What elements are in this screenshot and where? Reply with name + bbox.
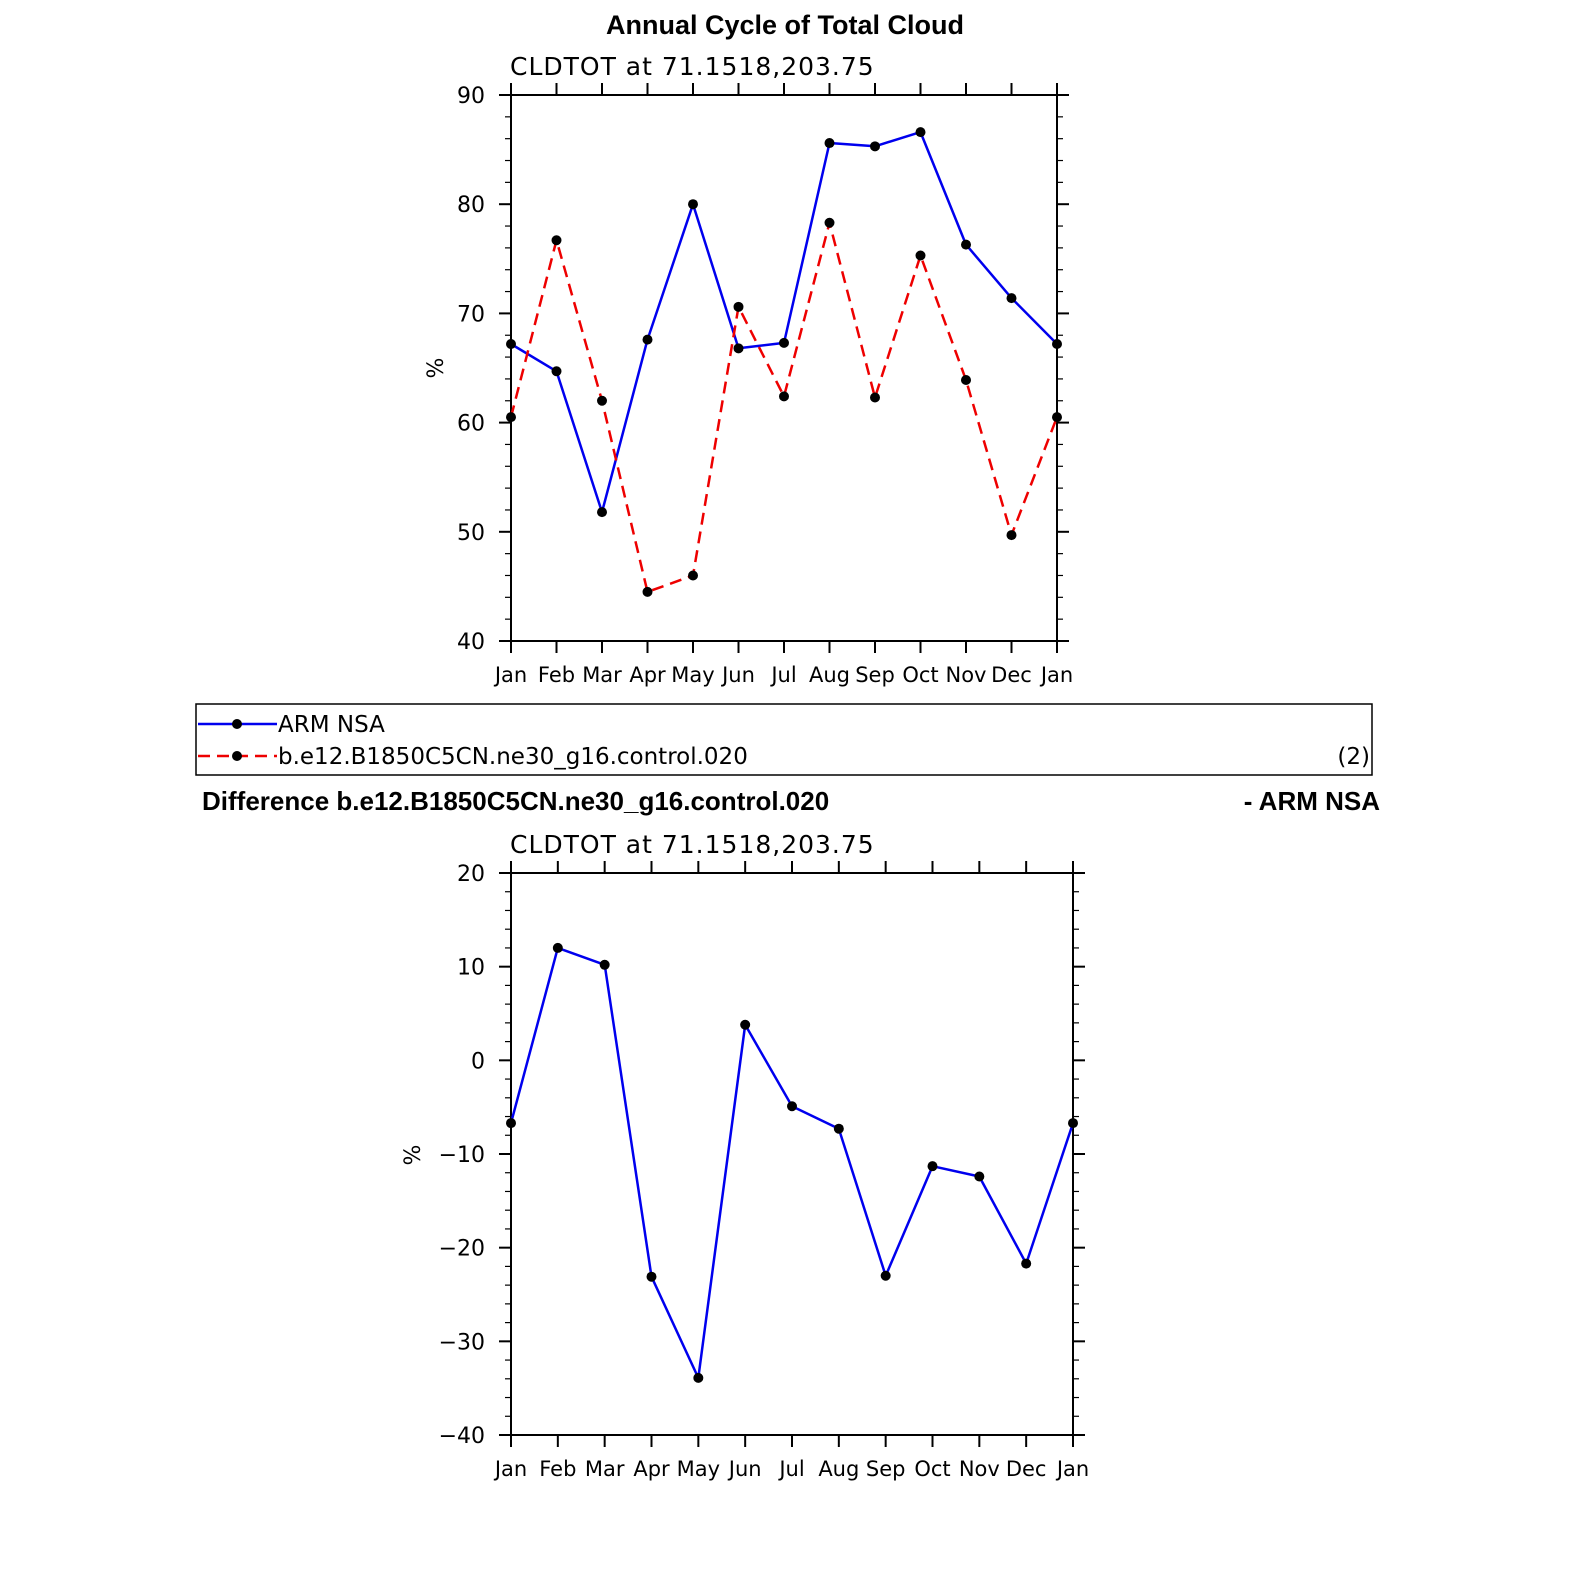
- x-tick-label: Sep: [855, 663, 895, 687]
- y-tick-label: −30: [439, 1330, 485, 1355]
- x-tick-label: May: [671, 663, 714, 687]
- data-point-series-0: [597, 507, 607, 518]
- x-tick-label: Jan: [1055, 1457, 1089, 1481]
- data-point-series-0: [733, 343, 744, 354]
- y-tick-label: 20: [457, 862, 485, 887]
- data-point-series-1: [870, 392, 880, 403]
- legend-marker-model: [232, 751, 242, 761]
- series-line-0: [509, 946, 1075, 1380]
- y-tick-label: −40: [439, 1424, 485, 1449]
- plot-frame: [510, 872, 1074, 1436]
- data-point-series-1: [506, 412, 516, 423]
- data-point-series-1: [779, 391, 789, 402]
- data-point-series-0: [506, 1118, 516, 1129]
- chart-subtitle: CLDTOT at 71.1518,203.75: [510, 52, 875, 81]
- y-axis-label: %: [424, 358, 449, 379]
- x-tick-label: Jan: [493, 663, 527, 687]
- data-point-series-0: [506, 338, 516, 349]
- data-point-series-0: [642, 334, 653, 345]
- legend-label-arm-nsa: ARM NSA: [278, 712, 385, 738]
- series-line-1: [509, 221, 1059, 594]
- data-point-series-0: [833, 1123, 844, 1134]
- x-tick-label: Jan: [1039, 663, 1073, 687]
- y-tick-label: 90: [457, 84, 485, 109]
- x-tick-label: Feb: [538, 663, 575, 687]
- data-point-series-0: [552, 942, 563, 953]
- x-tick-label: Mar: [585, 1457, 625, 1481]
- x-tick-label: Jun: [720, 663, 755, 687]
- y-tick-label: 60: [457, 412, 485, 437]
- data-point-series-1: [642, 586, 653, 597]
- data-point-series-0: [1068, 1118, 1078, 1129]
- data-point-series-0: [915, 127, 926, 138]
- data-point-series-0: [870, 141, 880, 152]
- x-tick-label: Dec: [991, 663, 1032, 687]
- y-tick-label: 70: [457, 302, 485, 327]
- data-point-series-0: [927, 1161, 938, 1172]
- x-tick-label: Jul: [769, 663, 796, 687]
- y-tick-label: 0: [471, 1049, 485, 1074]
- x-tick-label: Nov: [946, 663, 987, 687]
- data-point-series-1: [1052, 412, 1062, 423]
- legend-label-model: b.e12.B1850C5CN.ne30_g16.control.020: [278, 744, 748, 770]
- x-tick-label: Mar: [582, 663, 622, 687]
- y-tick-label: −10: [439, 1143, 485, 1168]
- panel-label: (2): [1337, 744, 1370, 770]
- x-tick-label: Oct: [914, 1457, 950, 1481]
- data-point-series-0: [787, 1101, 797, 1112]
- y-tick-label: 10: [457, 956, 485, 981]
- difference-title-suffix: - ARM NSA: [1244, 786, 1380, 816]
- data-point-series-1: [688, 570, 698, 581]
- data-point-series-0: [551, 366, 562, 377]
- data-point-series-0: [1006, 293, 1017, 304]
- difference-title: Difference b.e12.B1850C5CN.ne30_g16.cont…: [202, 786, 829, 816]
- x-tick-label: Jun: [727, 1457, 762, 1481]
- data-point-series-0: [974, 1171, 985, 1182]
- x-tick-label: May: [677, 1457, 720, 1481]
- x-tick-label: Jul: [777, 1457, 804, 1481]
- data-point-series-0: [1052, 338, 1062, 349]
- data-point-series-0: [824, 138, 835, 149]
- x-tick-label: Nov: [959, 1457, 1000, 1481]
- data-point-series-0: [688, 199, 698, 210]
- data-point-series-0: [779, 337, 789, 348]
- chart-annual-cycle: CLDTOT at 71.1518,203.75 % Jan Feb Mar Apr M…: [424, 52, 1073, 687]
- x-tick-label: Apr: [633, 1457, 670, 1481]
- data-point-series-0: [646, 1271, 657, 1282]
- data-point-series-0: [961, 239, 971, 250]
- data-point-series-1: [915, 250, 926, 261]
- legend-box: [195, 703, 1373, 776]
- legend: ARM NSA b.e12.B1850C5CN.ne30_g16.control…: [195, 703, 1373, 776]
- figure-title: Annual Cycle of Total Cloud: [606, 10, 964, 40]
- x-tick-label: Dec: [1006, 1457, 1047, 1481]
- y-tick-label: 50: [457, 521, 485, 546]
- y-tick-label: −20: [439, 1237, 485, 1262]
- data-point-series-0: [599, 959, 610, 970]
- data-point-series-1: [733, 301, 744, 312]
- x-tick-label: Oct: [902, 663, 938, 687]
- data-point-series-1: [597, 395, 607, 406]
- data-point-series-1: [551, 235, 562, 246]
- data-point-series-1: [824, 217, 835, 228]
- chart-subtitle: CLDTOT at 71.1518,203.75: [510, 830, 875, 859]
- y-tick-label: 80: [457, 193, 485, 218]
- x-tick-label: Aug: [809, 663, 850, 687]
- data-point-series-0: [693, 1372, 704, 1383]
- series-line-0: [510, 130, 1058, 514]
- x-tick-label: Apr: [629, 663, 666, 687]
- x-tick-label: Jan: [493, 1457, 527, 1481]
- data-point-series-0: [740, 1019, 751, 1030]
- x-tick-label: Feb: [539, 1457, 576, 1481]
- legend-marker-arm-nsa: [232, 719, 242, 729]
- chart-difference: CLDTOT at 71.1518,203.75 % Jan Feb Mar Apr M…: [401, 830, 1089, 1481]
- data-point-series-0: [880, 1270, 891, 1281]
- data-point-series-1: [961, 375, 971, 386]
- x-tick-label: Aug: [818, 1457, 859, 1481]
- y-tick-label: 40: [457, 630, 485, 655]
- x-tick-label: Sep: [866, 1457, 906, 1481]
- y-axis-label: %: [401, 1145, 426, 1166]
- data-point-series-1: [1006, 530, 1017, 541]
- data-point-series-0: [1021, 1258, 1032, 1269]
